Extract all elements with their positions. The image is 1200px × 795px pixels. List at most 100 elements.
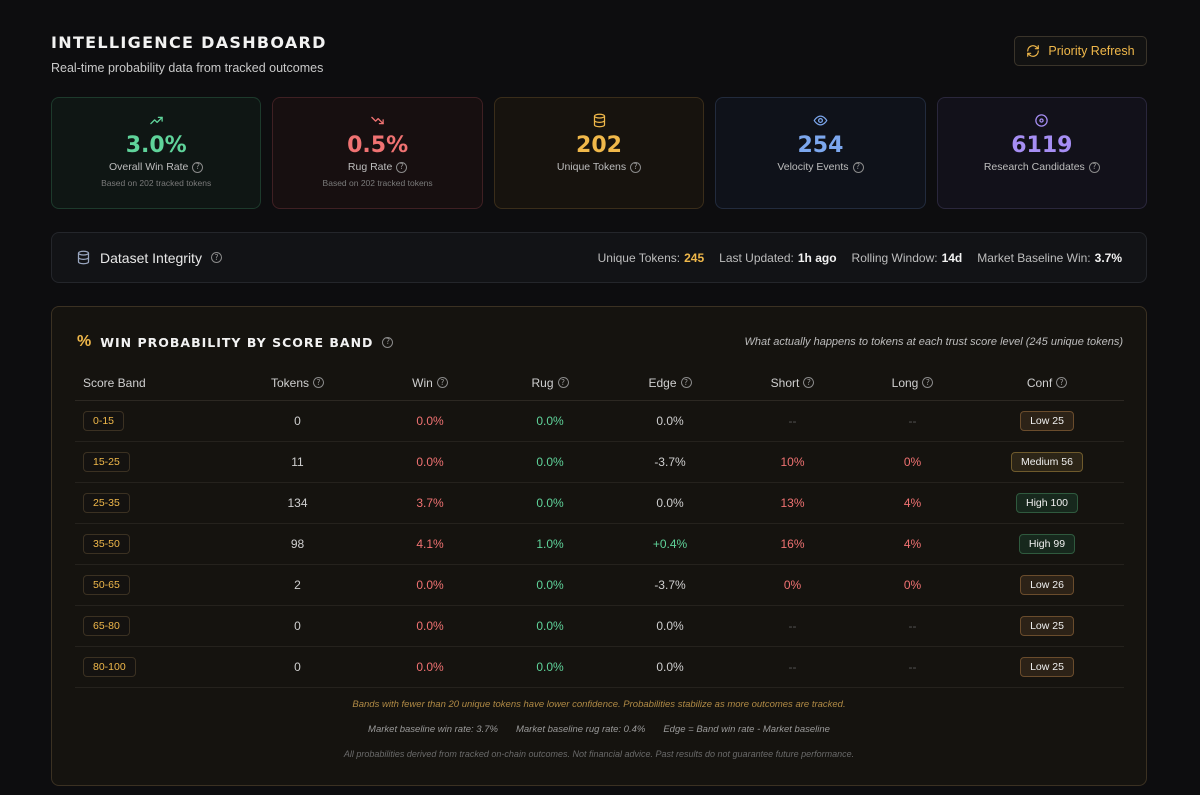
stats-row: 3.0% Overall Win Rate? Based on 202 trac… <box>51 97 1148 209</box>
short-cell: -- <box>730 400 855 442</box>
rug-cell: 0.0% <box>490 482 610 524</box>
rug-cell: 0.0% <box>490 605 610 647</box>
score-band-badge: 50-65 <box>83 574 130 595</box>
long-cell: -- <box>855 646 970 688</box>
eye-icon <box>813 115 828 126</box>
help-icon[interactable]: ? <box>192 161 204 173</box>
page-header: INTELLIGENCE DASHBOARD Real-time probabi… <box>51 33 327 75</box>
win-probability-panel: % WIN PROBABILITY BY SCORE BAND ? What a… <box>51 306 1147 786</box>
stat-card-unique-tokens: 202 Unique Tokens? <box>493 97 705 209</box>
help-icon[interactable]: ? <box>1088 161 1100 173</box>
trending-up-icon <box>149 116 163 125</box>
short-cell: -- <box>730 646 855 688</box>
long-cell: -- <box>855 400 970 442</box>
refresh-icon <box>1027 45 1040 57</box>
tokens-cell: 0 <box>225 605 370 647</box>
panel-description: What actually happens to tokens at each … <box>744 336 1124 348</box>
long-cell: 0% <box>855 441 970 483</box>
table-row: 15-25 11 0.0% 0.0% -3.7% 10% 0% Medium 5… <box>75 441 1124 483</box>
help-icon[interactable]: ? <box>1056 377 1068 389</box>
column-header-conf: Conf <box>1026 375 1053 390</box>
priority-refresh-button[interactable]: Priority Refresh <box>1014 36 1147 66</box>
tokens-cell: 2 <box>225 564 370 606</box>
short-cell: -- <box>730 605 855 647</box>
help-icon[interactable]: ? <box>382 336 394 348</box>
stat-sub: Based on 202 tracked tokens <box>322 178 433 188</box>
trending-down-icon <box>371 116 384 125</box>
edge-cell: 0.0% <box>610 646 730 688</box>
win-cell: 0.0% <box>370 400 490 442</box>
column-header-win: Win <box>412 375 433 390</box>
help-icon[interactable]: ? <box>922 377 934 389</box>
help-icon[interactable]: ? <box>436 377 448 389</box>
edge-cell: 0.0% <box>610 482 730 524</box>
footnote-edge-definition: Edge = Band win rate - Market baseline <box>663 724 830 735</box>
win-cell: 0.0% <box>370 646 490 688</box>
stat-value: 254 <box>797 133 844 158</box>
stat-label: Velocity Events <box>777 161 849 173</box>
stat-card-research-candidates: 6119 Research Candidates? <box>936 97 1148 209</box>
long-cell: -- <box>855 605 970 647</box>
tokens-cell: 0 <box>225 400 370 442</box>
help-icon[interactable]: ? <box>680 377 692 389</box>
footnote-confidence: Bands with fewer than 20 unique tokens h… <box>352 699 846 710</box>
stat-value: 6119 <box>1011 133 1073 158</box>
rug-cell: 1.0% <box>490 523 610 565</box>
short-cell: 10% <box>730 441 855 483</box>
column-header-tokens: Tokens <box>270 375 310 390</box>
help-icon[interactable]: ? <box>557 377 569 389</box>
table-row: 80-100 0 0.0% 0.0% 0.0% -- -- Low 25 <box>75 646 1124 688</box>
score-band-badge: 25-35 <box>83 492 130 513</box>
confidence-badge: Low 26 <box>1020 574 1074 595</box>
rug-cell: 0.0% <box>490 400 610 442</box>
short-cell: 0% <box>730 564 855 606</box>
help-icon[interactable]: ? <box>313 377 325 389</box>
score-band-badge: 15-25 <box>83 451 130 472</box>
win-cell: 0.0% <box>370 605 490 647</box>
confidence-badge: High 99 <box>1018 533 1076 554</box>
stat-value: 3.0% <box>125 133 187 158</box>
column-header-rug: Rug <box>531 375 554 390</box>
win-cell: 3.7% <box>370 482 490 524</box>
integrity-rolling-window: Rolling Window: 14d <box>851 250 963 265</box>
confidence-badge: High 100 <box>1015 492 1079 513</box>
edge-cell: -3.7% <box>610 441 730 483</box>
priority-refresh-label: Priority Refresh <box>1048 44 1135 58</box>
win-cell: 0.0% <box>370 441 490 483</box>
confidence-badge: Low 25 <box>1020 410 1074 431</box>
rug-cell: 0.0% <box>490 646 610 688</box>
score-band-badge: 65-80 <box>83 615 130 636</box>
confidence-badge: Low 25 <box>1020 615 1074 636</box>
column-header-short: Short <box>770 375 800 390</box>
integrity-title: Dataset Integrity <box>100 249 202 266</box>
score-band-table: Score Band Tokens? Win? Rug? Edge? Short… <box>75 366 1124 688</box>
help-icon[interactable]: ? <box>852 161 864 173</box>
tokens-cell: 98 <box>225 523 370 565</box>
stat-sub: Based on 202 tracked tokens <box>101 178 212 188</box>
column-header-score-band: Score Band <box>83 375 146 390</box>
help-icon[interactable]: ? <box>210 252 222 263</box>
score-band-badge: 80-100 <box>83 656 136 677</box>
stat-label: Rug Rate <box>347 161 393 173</box>
short-cell: 13% <box>730 482 855 524</box>
help-icon[interactable]: ? <box>803 377 815 389</box>
database-icon <box>77 250 90 265</box>
footnote-baseline-rug: Market baseline rug rate: 0.4% <box>515 724 646 735</box>
page-subtitle: Real-time probability data from tracked … <box>51 61 324 75</box>
edge-cell: 0.0% <box>610 605 730 647</box>
confidence-badge: Low 25 <box>1020 656 1074 677</box>
long-cell: 4% <box>855 523 970 565</box>
column-header-long: Long <box>891 375 919 390</box>
footnote-baseline-win: Market baseline win rate: 3.7% <box>368 724 498 735</box>
score-band-badge: 0-15 <box>83 410 125 431</box>
help-icon[interactable]: ? <box>396 161 408 173</box>
integrity-unique-tokens: Unique Tokens: 245 <box>597 250 705 265</box>
panel-title: WIN PROBABILITY BY SCORE BAND <box>100 334 374 350</box>
stat-value: 0.5% <box>347 133 409 158</box>
percent-icon: % <box>77 333 92 350</box>
stat-label: Unique Tokens <box>556 161 627 173</box>
tokens-cell: 134 <box>225 482 370 524</box>
table-row: 25-35 134 3.7% 0.0% 0.0% 13% 4% High 100 <box>75 482 1124 524</box>
help-icon[interactable]: ? <box>630 161 642 173</box>
tokens-cell: 11 <box>225 441 370 483</box>
